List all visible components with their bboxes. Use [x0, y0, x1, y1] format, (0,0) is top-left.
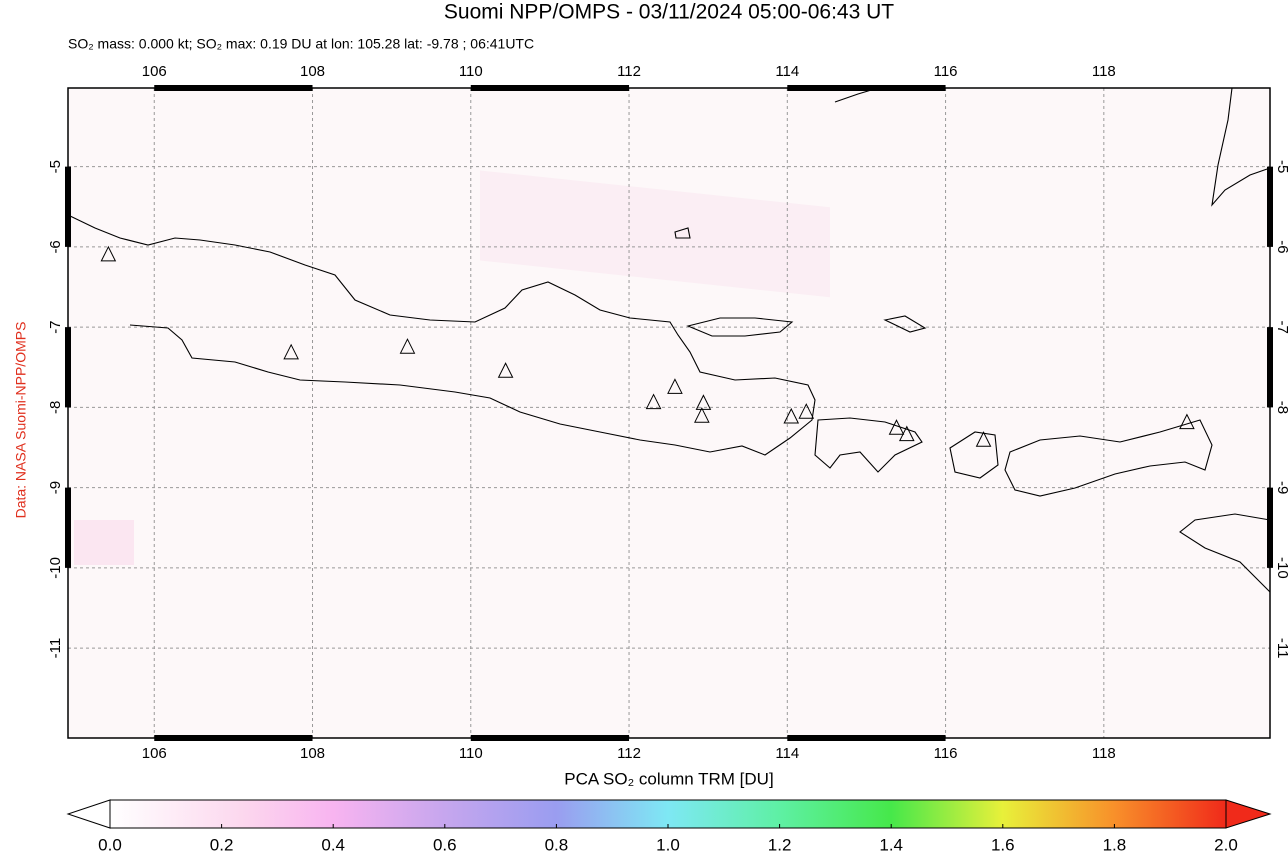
- frame-bar: [1267, 487, 1273, 568]
- x-tick-label: 106: [142, 63, 167, 80]
- grid: [68, 88, 1270, 738]
- y-tick-label: -9: [1274, 481, 1288, 494]
- coastline: [67, 214, 816, 456]
- x-tick-label: 114: [775, 63, 799, 80]
- colorbar-tick-label: 2.0: [1214, 835, 1238, 854]
- x-tick-label: 106: [142, 745, 167, 762]
- y-tick-label: -5: [47, 160, 64, 173]
- colorbar-tick-label: 0.8: [545, 835, 569, 854]
- colorbar-ticks: 0.0 0.2 0.4 0.6 0.8 1.0 1.2 1.4 1.6 1.8 2.0: [98, 824, 1238, 854]
- map-frame: [67, 87, 1271, 739]
- frame-bar: [1267, 166, 1273, 247]
- x-tick-label: 110: [459, 745, 483, 762]
- ticks: 106 106 108 108 110 110 112 112 114 114 116 116 118 1…: [47, 63, 1288, 762]
- volcano: [100, 245, 117, 262]
- frame-bar: [470, 85, 630, 91]
- y-tick-label: -7: [47, 320, 64, 333]
- volcano: [695, 394, 712, 410]
- colorbar-tick-label: 0.6: [433, 835, 457, 854]
- coastlines: [67, 87, 1271, 593]
- x-tick-label: 112: [617, 63, 641, 80]
- x-tick-label: 118: [1092, 63, 1116, 80]
- y-tick-label: -9: [47, 481, 64, 494]
- colorbar-tick-label: 1.4: [879, 835, 903, 854]
- y-tick-label: -7: [1274, 320, 1288, 333]
- coastline: [814, 417, 923, 473]
- y-tick-label: -8: [47, 401, 64, 414]
- subtitle: SO₂ mass: 0.000 kt; SO₂ max: 0.19 DU at …: [68, 36, 534, 52]
- colorbar-tick-label: 0.0: [98, 835, 122, 854]
- volcano: [888, 419, 905, 435]
- map-background: [68, 88, 1270, 738]
- volcano: [798, 403, 815, 419]
- colorbar-tick-label: 1.8: [1103, 835, 1127, 854]
- colorbar-tick-label: 0.2: [210, 835, 234, 854]
- y-tick-label: -11: [1274, 638, 1288, 659]
- coastline: [1179, 513, 1271, 593]
- x-tick-label: 114: [775, 745, 799, 762]
- frame-bar: [154, 735, 313, 741]
- volcano: [283, 343, 299, 360]
- colorbar-label: PCA SO₂ column TRM [DU]: [564, 769, 773, 788]
- map-shade: [74, 520, 134, 565]
- frame-bar: [154, 85, 313, 91]
- y-tick-label: -10: [47, 557, 64, 579]
- volcano: [645, 393, 662, 410]
- frame-bar: [787, 735, 946, 741]
- x-tick-label: 108: [300, 63, 325, 80]
- x-tick-label: 116: [934, 745, 958, 762]
- volcano: [497, 362, 514, 378]
- coastline: [1004, 419, 1213, 497]
- colorbar-tick-label: 1.0: [656, 835, 680, 854]
- x-tick-label: 112: [617, 745, 641, 762]
- volcano: [783, 407, 800, 424]
- colorbar: [109, 799, 1227, 829]
- x-tick-label: 110: [459, 63, 483, 80]
- frame-bar: [787, 85, 946, 91]
- x-tick-label: 118: [1092, 745, 1116, 762]
- y-tick-label: -6: [47, 240, 64, 253]
- title: Suomi NPP/OMPS - 03/11/2024 05:00-06:43 …: [444, 1, 894, 24]
- colorbar-low-arrow: [66, 799, 111, 829]
- volcano: [399, 338, 416, 354]
- coastline: [949, 431, 999, 479]
- y-tick-label: -10: [1274, 557, 1288, 579]
- y-tick-label: -8: [1274, 401, 1288, 414]
- volcano: [667, 378, 683, 394]
- coastline: [1211, 87, 1271, 207]
- frame-bar: [1267, 327, 1273, 408]
- volcano: [1179, 413, 1195, 430]
- colorbar-high-arrow: [1225, 799, 1272, 829]
- colorbar-tick-label: 1.2: [768, 835, 792, 854]
- y-tick-label: -6: [1274, 240, 1288, 253]
- frame-bar: [65, 166, 71, 247]
- frame-bar: [65, 327, 71, 408]
- x-tick-label: 108: [300, 745, 325, 762]
- frame-bar: [470, 735, 630, 741]
- coastline: [674, 227, 927, 333]
- volcano: [898, 425, 915, 442]
- coastline: [686, 317, 794, 337]
- colorbar-tick-label: 0.4: [321, 835, 345, 854]
- y-tick-label: -11: [47, 638, 64, 659]
- volcano: [694, 407, 710, 423]
- y-tick-label: -5: [1274, 160, 1288, 173]
- x-tick-label: 116: [934, 63, 958, 80]
- volcanoes: [100, 245, 1195, 447]
- map-shade: [480, 170, 830, 298]
- side-label: Data: NASA Suomi-NPP/OMPS: [13, 322, 29, 519]
- frame-bars: [65, 85, 1273, 741]
- frame-bar: [65, 487, 71, 568]
- volcano: [975, 431, 992, 447]
- colorbar-tick-label: 1.6: [991, 835, 1015, 854]
